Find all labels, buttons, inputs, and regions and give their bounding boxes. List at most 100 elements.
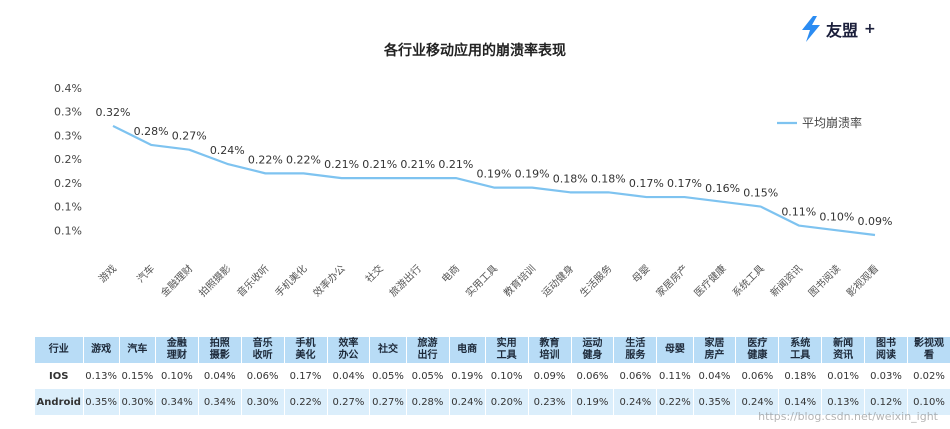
data-label: 0.15% <box>743 187 778 200</box>
table-cell: 0.14% <box>778 389 822 415</box>
x-tick-label: 音乐收听 <box>234 262 271 299</box>
table-cell: 0.10% <box>484 363 529 389</box>
data-label: 0.27% <box>172 130 207 143</box>
line-chart: 0.4%0.3%0.3%0.2%0.2%0.1%0.1%0.32%0.28% 0.… <box>54 82 893 299</box>
column-header: 生活服务 <box>613 337 657 363</box>
table-cell: 0.34% <box>197 389 242 415</box>
y-tick-label: 0.1% <box>54 224 82 237</box>
column-header: 手机美化 <box>283 337 327 363</box>
x-tick-label: 实用工具 <box>463 262 500 299</box>
column-header: 效率办公 <box>326 337 370 363</box>
table-cell: 0.05% <box>405 363 449 389</box>
table-cell: 0.13% <box>82 363 120 389</box>
row-label: Android <box>34 389 83 415</box>
data-label: 0.21% <box>362 158 397 171</box>
data-label: 0.22% <box>286 153 321 166</box>
table-row: IOS 0.13% 0.15% 0.10% 0.04% 0.06% 0.17% 0.04% 0.… <box>34 363 950 389</box>
table-cell: 0.04% <box>692 363 736 389</box>
column-header: 教育培训 <box>527 337 571 363</box>
x-tick-label: 教育培训 <box>501 262 538 299</box>
column-header: 家居房产 <box>692 337 736 363</box>
x-tick-label: 金融理财 <box>158 262 195 299</box>
chart-title: 各行业移动应用的崩溃率表现 <box>384 43 566 59</box>
column-header: 社交 <box>369 337 407 363</box>
column-header: 拍照摄影 <box>197 337 242 363</box>
y-tick-label: 0.1% <box>54 201 82 214</box>
table-cell: 0.27% <box>369 389 407 415</box>
column-header: 母婴 <box>656 337 693 363</box>
table-cell: 0.24% <box>613 389 657 415</box>
table-cell: 0.06% <box>735 363 779 389</box>
data-label: 0.22% <box>248 153 283 166</box>
data-label: 0.18% <box>591 172 626 185</box>
y-tick-label: 0.2% <box>54 177 82 190</box>
table-cell: 0.22% <box>656 389 693 415</box>
data-label: 0.18% <box>553 172 588 185</box>
table-row: Android 0.35% 0.30% 0.34% 0.34% 0.30% 0.22% 0.2… <box>34 389 950 415</box>
x-tick-label: 拍照摄影 <box>196 262 233 299</box>
table-cell: 0.10% <box>906 389 950 415</box>
series-line-average-crash-rate <box>112 124 876 237</box>
column-header: 实用工具 <box>484 337 529 363</box>
data-label: 0.24% <box>210 144 245 157</box>
table-cell: 0.17% <box>283 363 327 389</box>
table-cell: 0.24% <box>448 389 486 415</box>
column-header: 游戏 <box>82 337 120 363</box>
x-tick-label: 生活服务 <box>577 262 614 299</box>
table-cell: 0.27% <box>326 389 370 415</box>
table-cell: 0.01% <box>821 363 865 389</box>
table-cell: 0.18% <box>778 363 822 389</box>
x-tick-label: 新闻资讯 <box>767 262 804 299</box>
table-cell: 0.19% <box>448 363 486 389</box>
table-cell: 0.30% <box>118 389 156 415</box>
table-cell: 0.22% <box>283 389 327 415</box>
column-header: 旅游出行 <box>405 337 449 363</box>
table-cell: 0.11% <box>656 363 693 389</box>
data-label: 0.10% <box>819 210 854 223</box>
table-cell: 0.04% <box>326 363 370 389</box>
column-header: 汽车 <box>118 337 156 363</box>
data-label: 0.09% <box>858 215 893 228</box>
x-tick-label: 社交 <box>362 262 385 285</box>
table-cell: 0.03% <box>864 363 908 389</box>
umeng-logo: 友盟 + <box>800 14 876 44</box>
table-cell: 0.05% <box>369 363 407 389</box>
table-cell: 0.35% <box>692 389 736 415</box>
data-label: 0.32% <box>96 106 131 119</box>
logo-plus: + <box>864 21 876 37</box>
column-header: 医疗健康 <box>735 337 779 363</box>
column-header: 图书阅读 <box>864 337 908 363</box>
data-label: 0.11% <box>781 206 816 219</box>
table-cell: 0.15% <box>118 363 156 389</box>
table-cell: 0.24% <box>735 389 779 415</box>
row-label: IOS <box>34 363 83 389</box>
column-header: 影视观看 <box>906 337 950 363</box>
y-tick-label: 0.3% <box>54 129 82 142</box>
table-cell: 0.19% <box>570 389 614 415</box>
y-tick-label: 0.4% <box>54 82 82 95</box>
table-cell: 0.20% <box>484 389 529 415</box>
data-label: 0.21% <box>324 158 359 171</box>
data-label: 0.17% <box>667 177 702 190</box>
table-cell: 0.04% <box>197 363 242 389</box>
logo-text: 友盟 <box>826 21 859 40</box>
crash-rate-table: 行业 游戏 汽车 金融理财 拍照摄影 音乐收听 手机美化 效率办公 社交 旅游出行 电商 实用工具 教育… <box>34 337 950 415</box>
x-tick-label: 母婴 <box>630 263 653 286</box>
x-tick-label: 图书阅读 <box>806 262 843 299</box>
x-tick-label: 游戏 <box>96 262 119 285</box>
column-header: 运动健身 <box>570 337 614 363</box>
table-cell: 0.34% <box>154 389 199 415</box>
column-header: 新闻资讯 <box>821 337 865 363</box>
table-cell: 0.28% <box>405 389 449 415</box>
column-header: 电商 <box>448 337 486 363</box>
data-label: 0.19% <box>477 168 512 181</box>
data-label: 0.19% <box>515 168 550 181</box>
table-cell: 0.09% <box>527 363 571 389</box>
umeng-bolt-icon <box>802 16 820 42</box>
column-header: 系统工具 <box>778 337 822 363</box>
data-label: 0.28% <box>134 125 169 138</box>
table-cell: 0.35% <box>82 389 120 415</box>
table-cell: 0.23% <box>527 389 571 415</box>
table-cell: 0.06% <box>570 363 614 389</box>
x-tick-label: 系统工具 <box>729 262 766 299</box>
